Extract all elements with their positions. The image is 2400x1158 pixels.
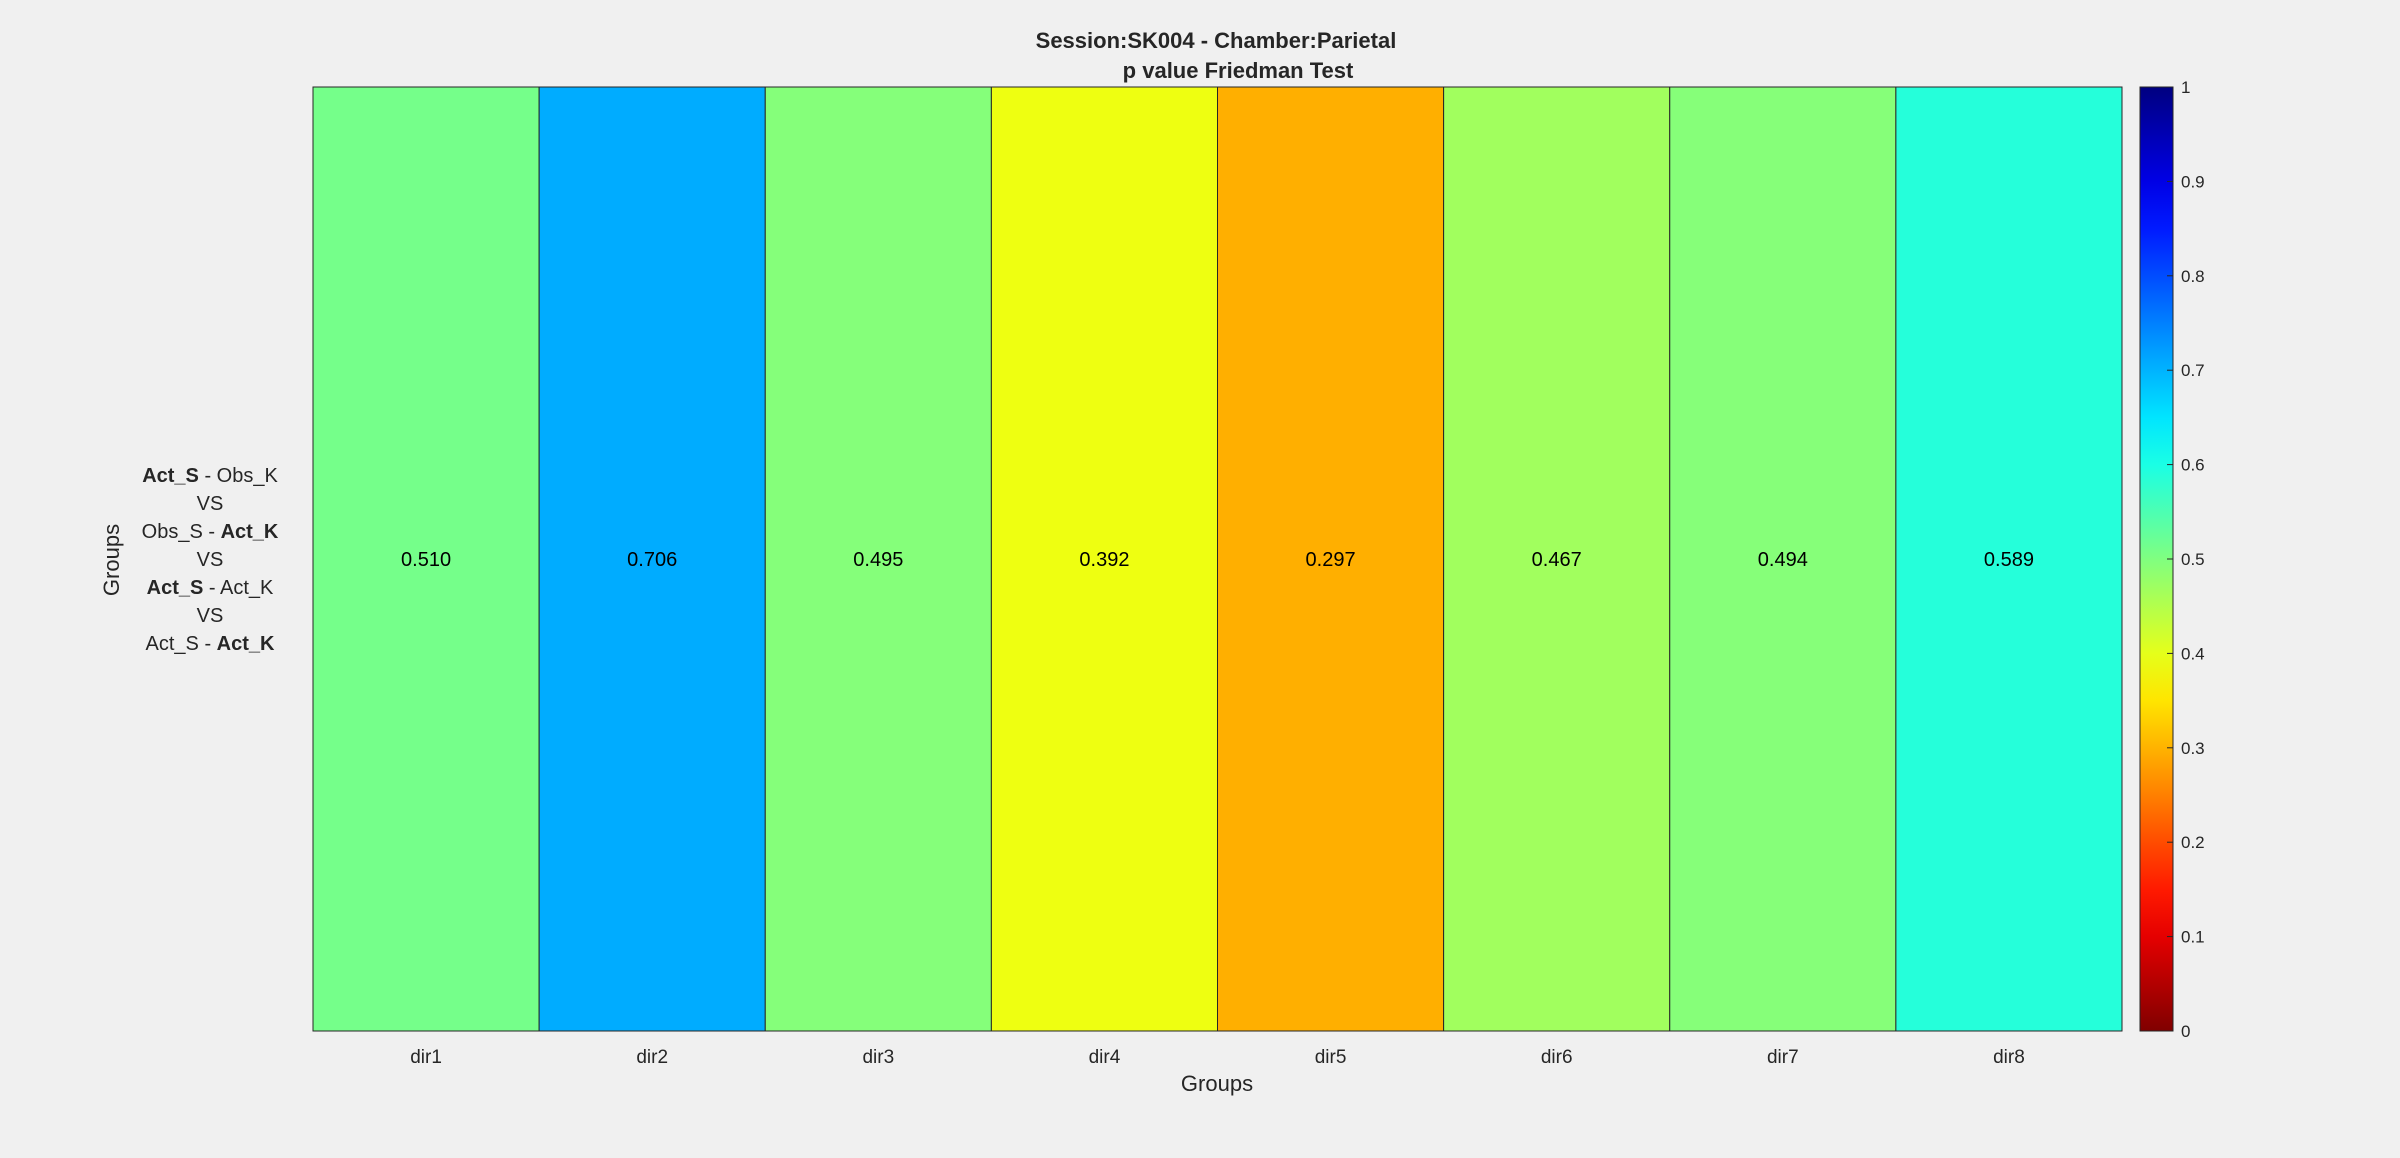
y-tick-label-line-1: Act_S - Obs_K <box>142 465 278 487</box>
plot-area-border <box>312 86 2123 1032</box>
y-axis-tick-label: Act_S - Obs_K VS Obs_S - Act_K VS Act_S - Ac… <box>142 465 279 655</box>
cell-value-label-dir8: 0.589 <box>1984 549 2034 571</box>
heatmap-cell-dir1 <box>312 86 540 1032</box>
x-axis-label: Groups <box>1181 1071 1253 1096</box>
colorbar-tick-label: 0.3 <box>2181 739 2205 758</box>
y-axis-label: Groups <box>99 524 124 596</box>
y-tick-label-segment: Act_S - <box>146 633 217 655</box>
x-axis-tick-labels: dir1 dir2 dir3 dir4 dir5 dir6 dir7 dir8 <box>410 1047 2025 1068</box>
y-tick-label-segment: Obs_S - <box>142 521 221 543</box>
y-tick-label-segment: - Obs_K <box>199 465 279 487</box>
y-tick-label-segment: Act_K <box>221 521 279 543</box>
heatmap-cells <box>312 86 2123 1032</box>
cell-value-label-dir4: 0.392 <box>1079 549 1129 571</box>
heatmap-cell-dir6 <box>1443 86 1671 1032</box>
colorbar-tick-label: 0.8 <box>2181 267 2205 286</box>
x-tick-label-dir4: dir4 <box>1089 1047 1121 1068</box>
x-tick-label-dir6: dir6 <box>1541 1047 1573 1068</box>
heatmap-cell-labels: 0.510 0.706 0.495 0.392 0.297 0.467 0.494 0.589 <box>401 549 2034 571</box>
heatmap-cell-dir7 <box>1669 86 1897 1032</box>
x-tick-label-dir3: dir3 <box>862 1047 894 1068</box>
cell-value-label-dir1: 0.510 <box>401 549 451 571</box>
cell-value-label-dir6: 0.467 <box>1532 549 1582 571</box>
cell-value-label-dir5: 0.297 <box>1306 549 1356 571</box>
y-tick-label-line-6: VS <box>197 605 224 627</box>
colorbar-tick-label: 0.6 <box>2181 456 2205 475</box>
x-tick-label-dir7: dir7 <box>1767 1047 1799 1068</box>
y-tick-label-segment: Act_S <box>147 577 204 599</box>
x-tick-label-dir2: dir2 <box>636 1047 668 1068</box>
x-tick-label-dir1: dir1 <box>410 1047 442 1068</box>
cell-value-label-dir3: 0.495 <box>853 549 903 571</box>
heatmap-cell-dir5 <box>1217 86 1445 1032</box>
chart-title-line-2: p value Friedman Test <box>1123 58 1354 83</box>
y-tick-label-segment: Act_K <box>217 633 275 655</box>
colorbar-tick-label: 0.1 <box>2181 928 2205 947</box>
cell-value-label-dir2: 0.706 <box>627 549 677 571</box>
y-tick-label-line-7: Act_S - Act_K <box>146 633 275 655</box>
colorbar-tick-label: 0.5 <box>2181 550 2205 569</box>
y-tick-label-line-3: Obs_S - Act_K <box>142 521 279 543</box>
colorbar-tick-label: 1 <box>2181 78 2190 97</box>
colorbar-ticks: 0 0.1 0.2 0.3 0.4 0.5 0.6 0.7 0.8 0.9 1 <box>2167 78 2205 1041</box>
cell-value-label-dir7: 0.494 <box>1758 549 1808 571</box>
heatmap-cell-dir4 <box>990 86 1218 1032</box>
y-tick-label-segment: Act_S <box>142 465 199 487</box>
y-tick-label-line-4: VS <box>197 549 224 571</box>
colorbar-tick-label: 0.2 <box>2181 833 2205 852</box>
y-tick-label-segment: - Act_K <box>203 577 274 599</box>
colorbar-tick-label: 0.9 <box>2181 172 2205 191</box>
colorbar-tick-label: 0.4 <box>2181 644 2205 663</box>
y-tick-label-line-2: VS <box>197 493 224 515</box>
y-tick-label-segment: VS <box>197 605 224 627</box>
x-tick-label-dir8: dir8 <box>1993 1047 2025 1068</box>
heatmap-cell-dir8 <box>1895 86 2123 1032</box>
colorbar-tick-label: 0 <box>2181 1022 2190 1041</box>
x-tick-label-dir5: dir5 <box>1315 1047 1347 1068</box>
heatmap-cell-dir2 <box>538 86 766 1032</box>
chart-title-line-1: Session:SK004 - Chamber:Parietal <box>1036 28 1397 53</box>
colorbar-tick-label: 0.7 <box>2181 361 2205 380</box>
y-tick-label-segment: VS <box>197 549 224 571</box>
y-tick-label-line-5: Act_S - Act_K <box>147 577 274 599</box>
y-tick-label-segment: VS <box>197 493 224 515</box>
